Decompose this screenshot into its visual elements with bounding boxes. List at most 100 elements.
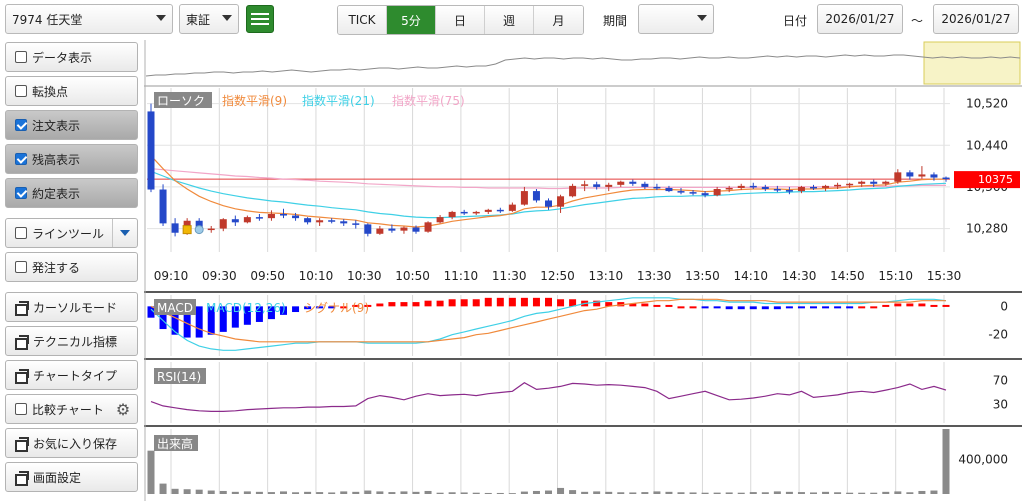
macd-histogram-bar <box>713 306 721 309</box>
sidebar-item-screen-settings[interactable]: 画面設定 <box>5 462 138 492</box>
sidebar-item-execution-display[interactable]: 約定表示 <box>5 178 138 208</box>
current-price-badge <box>954 171 1020 189</box>
macd-histogram-bar <box>797 306 805 309</box>
date-to-field[interactable]: 2026/01/27 <box>933 4 1019 34</box>
period-label: 期間 <box>603 14 628 28</box>
candle <box>424 222 432 232</box>
time-axis-label: 09:50 <box>250 269 285 283</box>
macd-histogram-bar <box>749 306 757 310</box>
candle <box>231 219 239 223</box>
macd-histogram-bar <box>508 297 516 307</box>
navigator-background <box>144 40 1022 86</box>
candle <box>617 181 625 185</box>
macd-histogram-bar <box>557 299 565 307</box>
checkbox-icon <box>15 85 27 97</box>
macd-histogram-bar <box>436 300 444 307</box>
volume-bar <box>304 491 312 494</box>
volume-bar <box>280 491 287 494</box>
candle <box>605 184 613 187</box>
candle <box>171 223 179 233</box>
tab-week[interactable]: 週 <box>485 6 534 34</box>
sidebar-item-turning-points[interactable]: 転換点 <box>5 76 138 106</box>
sidebar-item-label: 発注する <box>32 260 81 275</box>
volume-bar <box>292 492 300 494</box>
candle <box>834 184 842 187</box>
gear-icon[interactable]: ⚙ <box>115 399 131 419</box>
time-axis-label: 14:10 <box>733 269 768 283</box>
volume-bar <box>846 492 854 494</box>
candle <box>496 209 504 212</box>
macd-histogram-bar <box>870 306 878 309</box>
sidebar-item-technical-indicators[interactable]: テクニカル指標 <box>5 326 138 356</box>
market-select-value: 東証 <box>186 12 211 27</box>
window-icon <box>15 471 29 486</box>
toolbar: 7974 任天堂 東証 TICK 5分 日 週 月 期間 日付 2026/01/… <box>0 0 1024 40</box>
candle <box>340 221 348 224</box>
macd-histogram-bar <box>243 306 251 325</box>
tab-day[interactable]: 日 <box>436 6 485 34</box>
rsi-tick-label: 70 <box>993 373 1008 387</box>
volume-bar <box>183 489 191 494</box>
volume-bar <box>376 491 384 494</box>
volume-bar <box>496 492 504 494</box>
macd-histogram-bar <box>448 299 456 307</box>
sidebar-item-place-order[interactable]: 発注する <box>5 252 138 282</box>
sidebar-item-save-favorite[interactable]: お気に入り保存 <box>5 428 138 458</box>
sidebar-item-compare-chart[interactable]: 比較チャート ⚙ <box>5 394 138 424</box>
macd-histogram-bar <box>930 304 938 307</box>
sidebar-item-order-display[interactable]: 注文表示 <box>5 110 138 140</box>
sidebar-item-chart-type[interactable]: チャートタイプ <box>5 360 138 390</box>
stock-list-button[interactable] <box>246 5 274 33</box>
tab-5min[interactable]: 5分 <box>387 6 436 34</box>
stock-select[interactable]: 7974 任天堂 <box>5 4 173 34</box>
sidebar-item-cursor-mode[interactable]: カーソルモード <box>5 292 138 322</box>
checkbox-checked-icon <box>15 187 27 199</box>
macd-histogram-bar <box>773 306 781 310</box>
candle <box>147 111 155 190</box>
line-tool-dropdown[interactable] <box>112 219 137 247</box>
date-from-field[interactable]: 2026/01/27 <box>817 4 903 34</box>
time-axis-label: 13:10 <box>589 269 624 283</box>
sidebar-item-balance-display[interactable]: 残高表示 <box>5 144 138 174</box>
candle <box>810 186 817 189</box>
macd-histogram-bar <box>858 306 866 309</box>
sidebar-item-data-display[interactable]: データ表示 <box>5 42 138 72</box>
volume-bar <box>942 429 950 494</box>
tab-tick[interactable]: TICK <box>338 6 387 34</box>
candle <box>364 224 372 234</box>
timeframe-tabs: TICK 5分 日 週 月 <box>337 5 584 35</box>
volume-bar <box>472 492 480 494</box>
time-axis-label: 10:10 <box>299 269 334 283</box>
macd-histogram-bar <box>689 306 697 309</box>
candle <box>906 172 914 177</box>
sidebar-item-label: ラインツール <box>32 226 105 241</box>
chevron-down-icon <box>697 15 707 21</box>
volume-bar <box>484 492 492 494</box>
period-select[interactable] <box>638 4 714 34</box>
candle <box>882 181 890 184</box>
market-select[interactable]: 東証 <box>179 4 239 34</box>
rsi-line <box>150 381 947 412</box>
sidebar-item-line-tool[interactable]: ラインツール <box>5 218 138 248</box>
candle <box>701 193 709 196</box>
macd-histogram-bar <box>846 306 854 309</box>
macd-histogram-bar <box>484 297 492 307</box>
candle <box>328 220 336 222</box>
date-separator: 〜 <box>911 14 924 28</box>
stock-chart[interactable]: 10,52010,44010,36010,28010375ローソク指数平滑(9)… <box>144 40 1022 501</box>
tab-month[interactable]: 月 <box>534 6 583 34</box>
legend-label: MACD <box>157 301 193 315</box>
checkbox-checked-icon <box>15 119 27 131</box>
time-axis-label: 13:50 <box>685 269 720 283</box>
candle <box>316 220 324 223</box>
candle <box>255 217 263 219</box>
candle <box>942 177 950 180</box>
order-marker <box>194 225 204 235</box>
volume-bar <box>761 492 769 494</box>
candle <box>677 191 685 193</box>
sidebar: データ表示 転換点 注文表示 残高表示 約定表示 ラインツール 発注する カーソ… <box>0 40 144 501</box>
candle <box>472 211 480 214</box>
candle <box>352 223 360 225</box>
candle <box>520 191 528 205</box>
macd-histogram-bar <box>376 303 384 307</box>
